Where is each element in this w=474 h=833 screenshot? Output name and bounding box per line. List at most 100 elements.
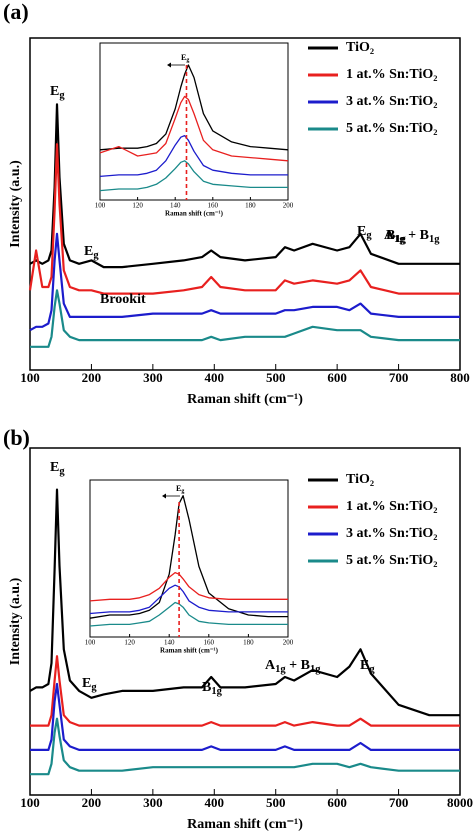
x-tick-label: 140 bbox=[170, 202, 181, 210]
annotation-subscript: 1g bbox=[275, 665, 286, 676]
x-tick-label: 700 bbox=[389, 795, 409, 810]
y-axis-label: Intensity (a.u.) bbox=[8, 577, 23, 665]
series-line bbox=[29, 488, 460, 717]
annotation-subscript: g bbox=[91, 683, 97, 694]
legend-label: TiO₂ bbox=[346, 472, 374, 487]
series-line bbox=[99, 134, 288, 178]
annotation-subscript: 1g bbox=[310, 665, 321, 676]
x-tick-label: 600 bbox=[327, 795, 347, 810]
annotation-subscript: g bbox=[366, 231, 372, 242]
inset-frame bbox=[89, 479, 289, 638]
legend-label: 1 at.% Sn:TiO₂ bbox=[346, 499, 437, 514]
legend-label: 1 at.% Sn:TiO₂ bbox=[346, 67, 437, 82]
x-tick-label: 200 bbox=[283, 639, 294, 647]
x-tick-label: 160 bbox=[208, 202, 219, 210]
annotation-subscript: g bbox=[93, 251, 99, 262]
arrow-head bbox=[167, 62, 171, 68]
annotation: Eg bbox=[181, 53, 189, 64]
x-axis-label: Raman shift (cm⁻¹) bbox=[165, 210, 224, 218]
x-tick-label: 180 bbox=[245, 202, 256, 210]
annotation-subscript: g bbox=[186, 58, 189, 64]
annotation: A1g + B1g bbox=[384, 228, 440, 245]
y-axis-label: Intensity (a.u.) bbox=[8, 160, 23, 248]
series-line bbox=[30, 289, 460, 348]
series-line bbox=[99, 64, 289, 151]
annotation: Eg bbox=[360, 658, 375, 675]
annotation-text: E bbox=[84, 244, 93, 259]
x-tick-label: 100 bbox=[85, 639, 96, 647]
annotation-text: E bbox=[357, 224, 366, 239]
x-tick-label: 400 bbox=[205, 370, 225, 385]
annotation: Eg bbox=[357, 224, 372, 241]
x-tick-label: 200 bbox=[82, 370, 102, 385]
legend-label: 3 at.% Sn:TiO₂ bbox=[346, 94, 437, 109]
annotation: B1g bbox=[386, 228, 407, 245]
annotation: Eg bbox=[176, 484, 184, 495]
x-tick-label: 500 bbox=[266, 370, 286, 385]
annotation: Eg bbox=[82, 676, 97, 693]
x-axis-label: Raman shift (cm⁻¹) bbox=[187, 392, 303, 407]
annotation-subscript: 1g bbox=[395, 235, 406, 246]
annotation-text: E bbox=[360, 658, 369, 673]
series-line bbox=[30, 655, 460, 727]
x-tick-label: 800 bbox=[450, 370, 470, 385]
annotation-text: A bbox=[384, 228, 395, 243]
series-line bbox=[99, 95, 289, 162]
x-tick-label: 100 bbox=[20, 370, 40, 385]
annotation-text: B bbox=[386, 228, 395, 243]
x-tick-label: 300 bbox=[143, 370, 163, 385]
legend-label: 5 at.% Sn:TiO₂ bbox=[346, 553, 437, 568]
annotation-text: E bbox=[176, 484, 181, 493]
annotation-subscript: 1g bbox=[394, 235, 405, 246]
annotation-text: + B bbox=[286, 658, 310, 673]
annotation-text: A bbox=[265, 658, 276, 673]
x-tick-label: 120 bbox=[124, 639, 135, 647]
x-tick-label: 140 bbox=[164, 639, 175, 647]
annotation: B1g bbox=[202, 680, 223, 697]
x-tick-label: 100 bbox=[95, 202, 106, 210]
x-tick-label: 180 bbox=[243, 639, 254, 647]
series-line bbox=[29, 232, 460, 332]
x-axis-label: Raman shift (cm⁻¹) bbox=[160, 647, 219, 655]
panel-label: (b) bbox=[3, 425, 30, 450]
annotation-subscript: g bbox=[59, 91, 65, 102]
annotation-text: E bbox=[181, 53, 186, 62]
annotation: A1g + B1g bbox=[265, 658, 321, 675]
x-tick-label: 160 bbox=[204, 639, 215, 647]
annotation: Eg bbox=[84, 244, 99, 261]
series-line bbox=[30, 717, 460, 776]
annotation-text: B bbox=[202, 680, 211, 695]
panel-label: (a) bbox=[3, 0, 29, 24]
x-tick-label: 600 bbox=[327, 370, 347, 385]
annotation-text: E bbox=[82, 676, 91, 691]
annotation: Eg bbox=[50, 460, 65, 477]
annotation-text: Brookit bbox=[100, 292, 146, 307]
x-axis-label: Raman shift (cm⁻¹) bbox=[187, 817, 303, 832]
annotation-subscript: 1g bbox=[429, 235, 440, 246]
inset-frame bbox=[99, 42, 289, 201]
annotation-text: E bbox=[50, 84, 59, 99]
legend-label: 5 at.% Sn:TiO₂ bbox=[346, 121, 437, 136]
annotation-subscript: g bbox=[369, 665, 375, 676]
series-line bbox=[30, 682, 460, 751]
x-tick-label: 400 bbox=[205, 795, 225, 810]
x-tick-label: 500 bbox=[266, 795, 286, 810]
x-tick-label: 200 bbox=[82, 795, 102, 810]
annotation-text: E bbox=[50, 460, 59, 475]
annotation: Eg bbox=[50, 84, 65, 101]
series-line bbox=[28, 143, 460, 295]
legend-label: TiO₂ bbox=[346, 40, 374, 55]
x-tick-label: 700 bbox=[389, 370, 409, 385]
annotation: Brookit bbox=[100, 292, 146, 307]
x-tick-label: 100 bbox=[20, 795, 40, 810]
x-tick-label: 300 bbox=[143, 795, 163, 810]
x-tick-label: 200 bbox=[283, 202, 294, 210]
series-line bbox=[99, 160, 288, 192]
x-tick-label: 8000 bbox=[447, 795, 473, 810]
annotation-text: + B bbox=[405, 228, 429, 243]
legend-label: 3 at.% Sn:TiO₂ bbox=[346, 526, 437, 541]
annotation-subscript: g bbox=[59, 467, 65, 478]
annotation-subscript: 1g bbox=[211, 687, 222, 698]
